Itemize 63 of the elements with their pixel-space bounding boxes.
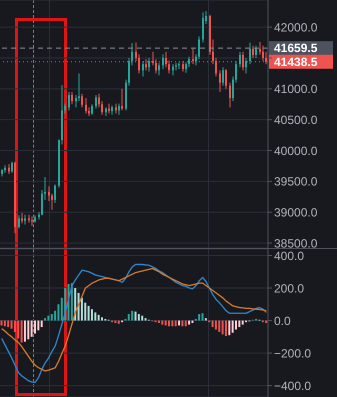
y-tick-label: 0.0 (274, 314, 292, 328)
y-tick-label: 40500.0 (274, 112, 318, 127)
bar (164, 320, 167, 326)
y-tick-label: 42000.0 (274, 20, 318, 34)
bar (161, 320, 164, 325)
bar (232, 320, 234, 333)
bar (144, 318, 147, 321)
bar (98, 314, 100, 321)
bar (88, 306, 90, 321)
bar (168, 320, 170, 326)
bar (212, 320, 214, 328)
bar (174, 320, 177, 326)
bar (24, 320, 26, 342)
bar (184, 320, 187, 326)
bar (171, 320, 174, 326)
bar (30, 320, 33, 337)
bar (37, 320, 40, 330)
bar (222, 320, 224, 334)
bar (242, 320, 244, 325)
y-tick-label: 39000.0 (274, 205, 318, 220)
bar (141, 316, 144, 321)
bar (44, 318, 46, 321)
bar (50, 314, 53, 321)
ref-line-label: 41438.5 (274, 54, 318, 69)
bar (181, 320, 184, 326)
bar (47, 316, 50, 321)
bar (228, 320, 230, 336)
bar (101, 317, 104, 321)
y-tick-label: 39500.0 (274, 174, 318, 189)
bar (90, 309, 93, 321)
bar (218, 320, 220, 332)
y-tick-label: −400.0 (274, 378, 312, 393)
bar (138, 314, 140, 321)
bar (204, 318, 207, 321)
bar (34, 320, 36, 334)
bar (238, 320, 240, 328)
y-tick-label: 38500.0 (274, 236, 318, 250)
bar (118, 320, 120, 324)
y-tick-label: 40000.0 (274, 144, 318, 158)
ref-line-label: 41659.5 (274, 41, 318, 56)
bar (128, 314, 130, 321)
bar (17, 320, 20, 338)
bar (20, 320, 23, 343)
y-tick-label: 41000.0 (274, 82, 318, 96)
bar (7, 320, 10, 328)
bar (134, 312, 137, 321)
bar (27, 320, 30, 340)
bar (202, 313, 204, 321)
bar (40, 320, 43, 328)
bar (198, 314, 200, 321)
bar (4, 320, 6, 326)
bar (224, 320, 227, 336)
bar (10, 320, 13, 329)
bar (235, 320, 238, 330)
bar (178, 320, 180, 326)
y-tick-label: −200.0 (274, 346, 312, 360)
bar (214, 320, 217, 330)
bar (131, 310, 134, 321)
y-tick-label: 200.0 (274, 281, 304, 296)
bar (188, 320, 190, 325)
bar (0, 320, 3, 326)
y-tick-label: 400.0 (274, 248, 304, 263)
bar (94, 312, 96, 321)
